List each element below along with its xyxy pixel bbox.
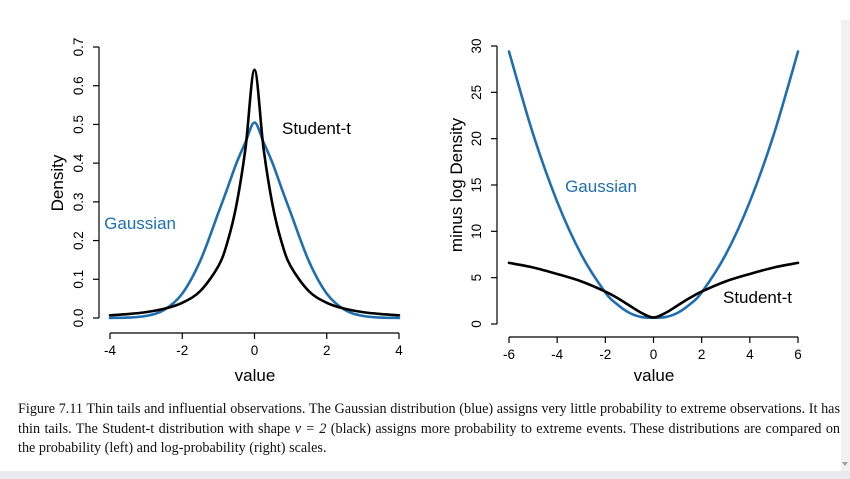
density-y-tick-label: 0.7 <box>71 38 86 57</box>
caption-text-after: (black) assigns more probability to extr… <box>18 420 841 457</box>
minus-log-density-y-tick-label: 10 <box>469 224 484 239</box>
minus-log-density-y-tick-label: 30 <box>469 38 484 53</box>
minus-log-density-y-axis-label: minus log Density <box>447 117 466 252</box>
minus-log-density-x-tick-label: 0 <box>650 347 658 362</box>
minus-log-density-x-tick-label: 6 <box>794 347 802 362</box>
minus-log-density-x-tick-label: 2 <box>698 347 706 362</box>
density-annotation-gaussian: Gaussian <box>104 214 176 233</box>
figure-caption: Figure 7.11 Thin tails and influential o… <box>18 400 840 459</box>
minus-log-density-x-tick-label: -2 <box>599 347 611 362</box>
bottom-bar <box>0 471 850 479</box>
density-x-axis-label: value <box>235 366 276 385</box>
density-y-axis-label: Density <box>48 154 67 211</box>
vertical-scrollbar[interactable] <box>841 20 850 471</box>
scroll-down-arrow-icon[interactable] <box>842 462 848 466</box>
density-series-student-t-line <box>108 68 401 317</box>
density-x-tick-label: -2 <box>176 343 188 358</box>
minus-log-density-y-tick-label: 20 <box>469 131 484 146</box>
density-y-tick-label: 0.2 <box>71 231 86 250</box>
density-y-tick-label: 0.6 <box>71 76 86 95</box>
minus-log-density-series-gaussian-line <box>507 50 800 320</box>
density-x-tick-label: 2 <box>323 343 331 358</box>
minus-log-density-chart: -6 -4 -2 0 2 4 6 0 5 10 15 20 25 30 value minus log Den… <box>447 38 802 385</box>
density-y-tick-label: 0.4 <box>71 153 86 172</box>
density-chart: -4 -2 0 2 4 0.0 0.1 0.2 0.3 0.4 0.5 0.6 0.7 value Dens… <box>48 38 403 385</box>
minus-log-density-annotation-gaussian: Gaussian <box>565 177 637 196</box>
minus-log-density-y-tick-label: 15 <box>469 177 484 192</box>
minus-log-density-x-tick-label: -6 <box>503 347 515 362</box>
density-y-tick-label: 0.1 <box>71 270 86 289</box>
minus-log-density-annotation-student-t: Student-t <box>723 288 792 307</box>
minus-log-density-y-tick-label: 0 <box>469 320 484 328</box>
caption-symbol: ν = 2 <box>294 420 327 437</box>
minus-log-density-series-student-t-line <box>507 261 800 319</box>
figure-charts: -4 -2 0 2 4 0.0 0.1 0.2 0.3 0.4 0.5 0.6 0.7 value Dens… <box>48 38 802 385</box>
density-x-tick-label: 4 <box>395 343 403 358</box>
density-y-tick-label: 0.5 <box>71 115 86 134</box>
caption-text: Figure 7.11 Thin tails and influential o… <box>18 401 840 437</box>
density-y-tick-label: 0.3 <box>71 192 86 211</box>
minus-log-density-y-tick-label: 5 <box>469 274 484 282</box>
density-annotation-student-t: Student-t <box>282 119 351 138</box>
density-x-tick-label: 0 <box>251 343 259 358</box>
density-y-tick-label: 0.0 <box>71 309 86 328</box>
minus-log-density-x-tick-label: 4 <box>746 347 754 362</box>
minus-log-density-x-tick-label: -4 <box>551 347 563 362</box>
density-x-tick-label: -4 <box>104 343 116 358</box>
minus-log-density-y-tick-label: 25 <box>469 85 484 100</box>
minus-log-density-x-axis-label: value <box>634 366 675 385</box>
